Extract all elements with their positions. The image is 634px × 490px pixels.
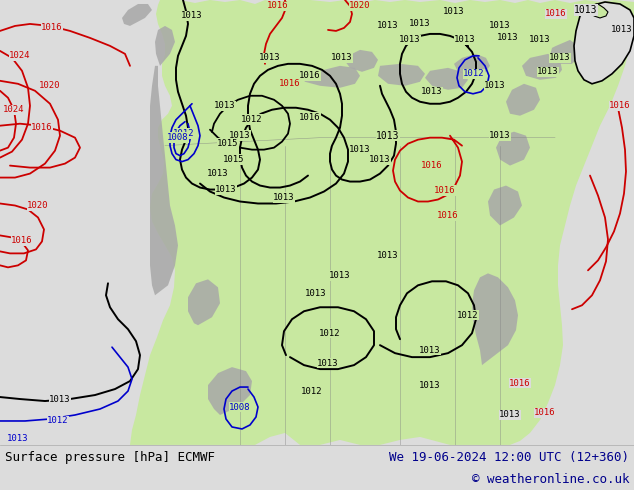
Text: 1012: 1012 [173, 129, 195, 138]
Polygon shape [155, 26, 175, 66]
Text: 1016: 1016 [437, 211, 459, 220]
Text: 1013: 1013 [369, 155, 391, 164]
Text: 1015: 1015 [217, 139, 239, 148]
Text: 1013: 1013 [214, 101, 236, 110]
Text: 1016: 1016 [545, 9, 567, 19]
Polygon shape [378, 64, 425, 86]
Text: 1012: 1012 [48, 416, 68, 425]
Polygon shape [550, 40, 580, 64]
Text: Surface pressure [hPa] ECMWF: Surface pressure [hPa] ECMWF [5, 451, 215, 465]
Text: 1013: 1013 [207, 169, 229, 178]
Text: 1012: 1012 [242, 115, 262, 124]
Text: 1013: 1013 [349, 145, 371, 154]
Text: 1013: 1013 [376, 131, 400, 141]
Polygon shape [472, 273, 518, 365]
Text: 1016: 1016 [279, 79, 301, 88]
Text: 1013: 1013 [49, 394, 71, 404]
Text: 1024: 1024 [10, 51, 31, 60]
Text: © weatheronline.co.uk: © weatheronline.co.uk [472, 473, 629, 487]
Text: 1013: 1013 [181, 11, 203, 21]
Polygon shape [188, 279, 220, 325]
Text: 1020: 1020 [349, 1, 371, 10]
Text: 1016: 1016 [268, 1, 288, 10]
Text: 1013: 1013 [489, 22, 511, 30]
Text: 1015: 1015 [223, 155, 245, 164]
Text: 1016: 1016 [421, 161, 443, 170]
Text: 1013: 1013 [7, 435, 29, 443]
Text: 1013: 1013 [399, 35, 421, 45]
Text: 1016: 1016 [41, 24, 63, 32]
Polygon shape [130, 0, 634, 445]
Polygon shape [150, 66, 178, 295]
Text: 1013: 1013 [421, 87, 443, 96]
Polygon shape [574, 2, 634, 84]
Text: 1013: 1013 [317, 359, 339, 368]
Text: 1013: 1013 [611, 25, 633, 34]
Text: 1016: 1016 [11, 236, 33, 245]
Text: 1012: 1012 [320, 329, 340, 338]
Text: 1013: 1013 [489, 131, 511, 140]
Text: 1008: 1008 [167, 133, 189, 142]
Text: 1016: 1016 [609, 101, 631, 110]
Polygon shape [496, 132, 530, 166]
Text: 1024: 1024 [3, 105, 25, 114]
Text: 1013: 1013 [410, 20, 430, 28]
Text: 1013: 1013 [329, 271, 351, 280]
Text: 1012: 1012 [457, 311, 479, 320]
Text: We 19-06-2024 12:00 UTC (12+360): We 19-06-2024 12:00 UTC (12+360) [389, 451, 629, 465]
Text: 1016: 1016 [534, 409, 556, 417]
Text: 1013: 1013 [273, 193, 295, 202]
Text: 1016: 1016 [509, 379, 531, 388]
Text: 1013: 1013 [305, 289, 327, 298]
Polygon shape [488, 186, 522, 225]
Text: 1013: 1013 [443, 7, 465, 17]
Text: 1013: 1013 [230, 131, 251, 140]
Text: 1013: 1013 [259, 53, 281, 62]
Text: 1016: 1016 [299, 113, 321, 122]
Text: 1013: 1013 [216, 185, 236, 194]
Text: 1013: 1013 [537, 67, 559, 76]
Text: 1008: 1008 [230, 402, 251, 412]
Polygon shape [506, 84, 540, 116]
Text: 1013: 1013 [529, 35, 551, 45]
Text: 1013: 1013 [377, 22, 399, 30]
Polygon shape [208, 367, 252, 415]
Polygon shape [344, 50, 378, 72]
Text: 1020: 1020 [39, 81, 61, 90]
Text: 1016: 1016 [434, 186, 456, 195]
Text: 1013: 1013 [574, 5, 598, 15]
Text: 1012: 1012 [463, 69, 485, 78]
Polygon shape [522, 54, 562, 80]
Polygon shape [592, 4, 608, 18]
Polygon shape [300, 66, 360, 88]
Text: 1013: 1013 [497, 33, 519, 43]
Text: 1013: 1013 [419, 345, 441, 355]
Polygon shape [122, 4, 152, 26]
Text: 1020: 1020 [27, 201, 49, 210]
Text: 1013: 1013 [499, 411, 521, 419]
Polygon shape [425, 68, 468, 90]
Text: 1013: 1013 [419, 381, 441, 390]
Text: 1013: 1013 [484, 81, 506, 90]
Text: 1013: 1013 [377, 251, 399, 260]
Text: 1013: 1013 [549, 53, 571, 62]
Text: 1016: 1016 [299, 72, 321, 80]
Text: 1013: 1013 [331, 53, 353, 62]
Text: 1016: 1016 [31, 123, 53, 132]
Text: 1012: 1012 [301, 387, 323, 395]
Text: 1013: 1013 [454, 35, 476, 45]
Polygon shape [454, 54, 490, 76]
